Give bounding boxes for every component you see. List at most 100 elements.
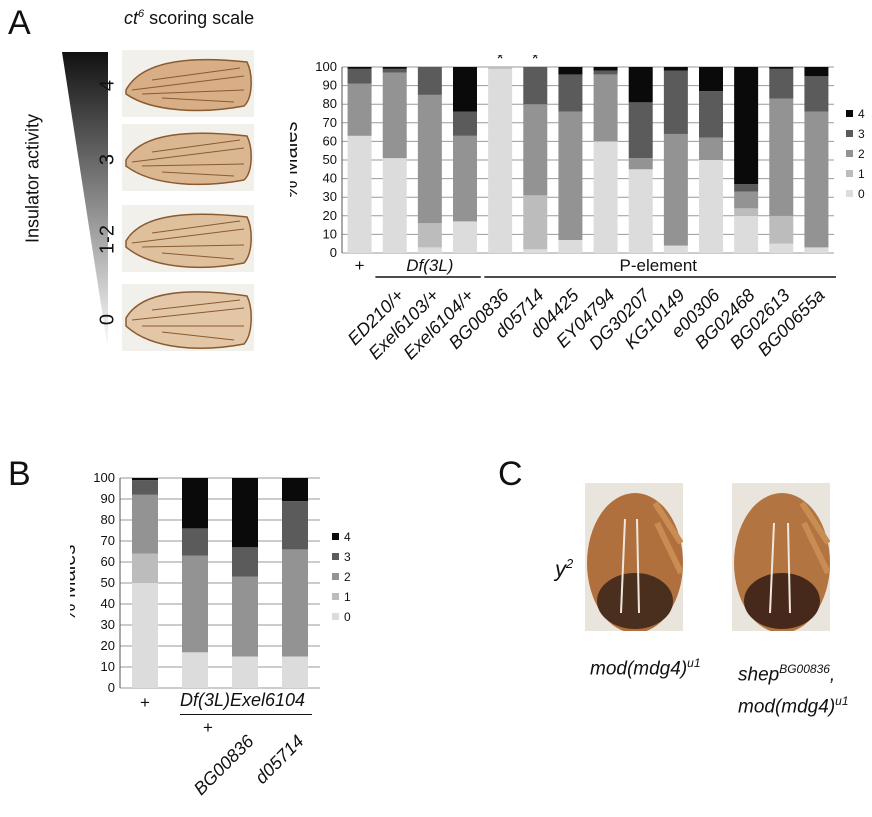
chart-b-bar-segment xyxy=(232,656,258,688)
chart-b-bar-segment xyxy=(132,583,158,688)
scoring-scale-title-gene: ct xyxy=(124,8,139,28)
fly-left-label-base: mod(mdg4) xyxy=(590,658,688,680)
chart-b-bar-segment xyxy=(182,652,208,688)
chart-a-bar-segment xyxy=(734,215,759,253)
chart-b-ytick-label: 10 xyxy=(101,659,115,674)
chart-a-bar-segment xyxy=(734,67,759,185)
chart-b-legend-swatch xyxy=(332,533,339,540)
chart-a-ytick-label: 30 xyxy=(323,189,337,204)
y2-sup: 2 xyxy=(566,556,574,571)
chart-a-bar-segment xyxy=(523,67,548,105)
chart-a-bar-segment xyxy=(769,98,794,216)
chart-b-legend-swatch xyxy=(332,613,339,620)
chart-b-ytick-label: 20 xyxy=(101,638,115,653)
chart-a-significance-star: * xyxy=(497,55,504,69)
chart-a-bar-segment xyxy=(558,111,583,240)
chart-a-legend-swatch xyxy=(846,110,853,117)
chart-a-bar-segment xyxy=(628,67,653,103)
chart-a-significance-star: * xyxy=(532,55,539,69)
chart-a-bar-segment xyxy=(628,102,653,159)
chart-a-ytick-label: 40 xyxy=(323,171,337,186)
wing-image-score-4 xyxy=(122,50,254,117)
fly-right-label2-base: mod(mdg4) xyxy=(738,696,836,718)
chart-a-bar-segment xyxy=(558,239,583,253)
chart-b-bar-segment xyxy=(282,549,308,657)
chart-a-bar-segment xyxy=(663,70,688,134)
wing-score-label-0: 0 xyxy=(96,313,119,326)
chart-a-bar-segment xyxy=(347,68,372,84)
chart-a-ylabel: % Males xyxy=(290,122,302,199)
chart-a-ytick-label: 0 xyxy=(330,245,337,260)
chart-b-ytick-label: 80 xyxy=(101,512,115,527)
chart-b-ytick-label: 0 xyxy=(108,680,115,695)
chart-a-bar-segment xyxy=(593,70,618,75)
chart-b-bar-segment xyxy=(182,528,208,556)
chart-a-bar-segment xyxy=(347,135,372,253)
chart-b-ytick-label: 60 xyxy=(101,554,115,569)
chart-a-bar-segment xyxy=(593,67,618,71)
chart-a-bar-segment xyxy=(699,91,723,138)
chart-b-ytick-label: 30 xyxy=(101,617,115,632)
fly-abdomen-image-left xyxy=(585,483,683,631)
chart-a-bar-segment xyxy=(663,67,688,71)
chart-a-ytick-label: 60 xyxy=(323,133,337,148)
fly-right-label-comma: , xyxy=(829,664,836,686)
chart-b-legend-label: 3 xyxy=(344,550,351,564)
chart-a-bar-segment xyxy=(699,67,723,92)
chart-b-ytick-label: 40 xyxy=(101,596,115,611)
chart-a-bar-segment xyxy=(523,104,548,196)
chart-b-bar-segment xyxy=(232,576,258,657)
chart-b-legend-swatch xyxy=(332,593,339,600)
panel-c-letter: C xyxy=(498,455,523,493)
chart-b-xtick-label-second-plus: + xyxy=(203,718,213,737)
chart-a-group-label-pelement: P-element xyxy=(620,256,698,275)
chart-a-bar-segment xyxy=(347,83,372,136)
fly-right-genotype-label: shepBG00836, mod(mdg4)u1 xyxy=(738,656,849,721)
chart-b-bar-segment xyxy=(132,553,158,583)
insulator-activity-label: Insulator activity xyxy=(22,113,43,244)
panel-b-letter: B xyxy=(8,455,31,493)
chart-a-legend-label: 4 xyxy=(858,107,865,121)
chart-a-bar-segment xyxy=(769,243,794,253)
chart-a-ytick-label: 50 xyxy=(323,152,337,167)
chart-b-legend-label: 0 xyxy=(344,610,351,624)
chart-a-bar-segment xyxy=(488,67,513,69)
chart-a-bar-segment xyxy=(558,74,583,112)
chart-a-ytick-label: 90 xyxy=(323,78,337,93)
chart-a-bar-segment xyxy=(453,111,477,136)
wing-score-label-1-2: 1-2 xyxy=(96,225,119,254)
chart-a-ytick-label: 10 xyxy=(323,226,337,241)
chart-a-bar-segment xyxy=(628,158,653,170)
chart-b-bar-segment xyxy=(132,494,158,554)
fly-left-genotype-label: mod(mdg4)u1 xyxy=(590,656,701,680)
chart-a-bar-segment xyxy=(523,195,548,250)
fly-abdomen-image-right xyxy=(732,483,830,631)
chart-b-legend-swatch xyxy=(332,553,339,560)
chart-a-bar-segment xyxy=(488,68,513,253)
chart-a-bar-segment xyxy=(734,184,759,192)
wing-score-label-4: 4 xyxy=(96,79,119,92)
chart-a-bar-segment xyxy=(382,67,407,69)
chart-b-xtick-label-plus: + xyxy=(140,693,150,710)
scoring-scale-title-sup: 6 xyxy=(138,8,145,20)
chart-a-bar-segment xyxy=(453,67,477,112)
chart-a-bar-segment xyxy=(804,67,829,77)
chart-a-bar-segment xyxy=(453,135,477,222)
chart-b-bar-segment xyxy=(132,478,158,481)
chart-b-bar-segment xyxy=(282,656,308,688)
chart-a-bar-segment xyxy=(382,68,407,73)
chart-a-legend-label: 1 xyxy=(858,167,865,181)
scoring-scale-title: ct6 scoring scale xyxy=(124,8,254,29)
chart-a-legend-swatch xyxy=(846,150,853,157)
chart-b-bar-segment xyxy=(232,547,258,577)
wing-image-score-3 xyxy=(122,124,254,191)
chart-a-bar-segment xyxy=(804,111,829,248)
chart-a-legend-label: 3 xyxy=(858,127,865,141)
chart-a-legend-swatch xyxy=(846,170,853,177)
y2-base: y xyxy=(555,556,566,582)
chart-a-bar-segment xyxy=(769,67,794,69)
chart-a-bar-segment xyxy=(734,191,759,209)
chart-b-bar-segment xyxy=(232,478,258,548)
chart-a-bar-segment xyxy=(382,158,407,253)
wing-image-score-0 xyxy=(122,284,254,351)
